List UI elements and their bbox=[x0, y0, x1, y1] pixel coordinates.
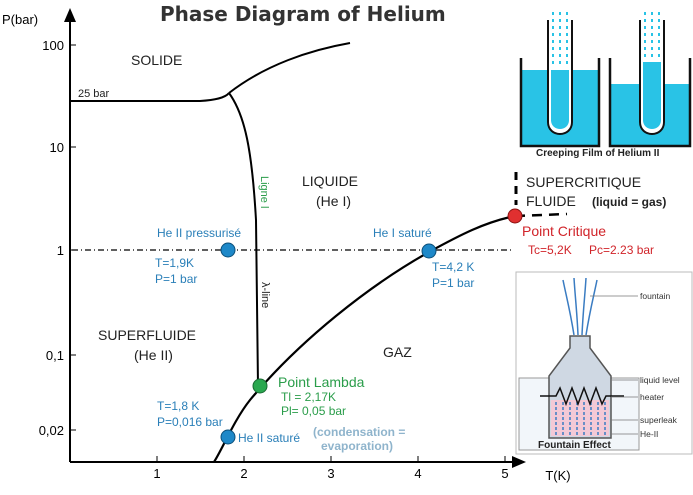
point-he2-saturated bbox=[220, 429, 236, 445]
heater-icon bbox=[540, 385, 624, 407]
label-lambda-t: Tl = 2,17K bbox=[281, 390, 336, 404]
label-liquid-level: liquid level bbox=[640, 375, 680, 385]
label-saturated-i-p: P=1 bar bbox=[432, 276, 474, 290]
region-gas: GAZ bbox=[383, 344, 412, 360]
label-pressurized-p: P=1 bar bbox=[155, 272, 197, 286]
lambda-line bbox=[228, 92, 259, 387]
label-he-ii: He-II bbox=[640, 429, 658, 439]
label-critical-pc: Pc=2.23 bar bbox=[589, 243, 654, 257]
x-tick-label: 2 bbox=[240, 466, 247, 481]
point-lambda bbox=[252, 378, 268, 394]
supercritical-dashed-line bbox=[514, 212, 568, 218]
region-superfluid-he2: (He II) bbox=[134, 347, 173, 363]
label-fountain: fountain bbox=[640, 291, 671, 301]
y-tick-label: 100 bbox=[42, 38, 64, 53]
region-supercritical: SUPERCRITIQUE bbox=[526, 174, 641, 190]
fountain-jet-icon bbox=[562, 279, 575, 336]
label-saturated-ii-name: He II saturé bbox=[238, 431, 300, 445]
y-tick-label: 1 bbox=[57, 243, 64, 258]
y-tick-label: 0,02 bbox=[39, 423, 64, 438]
y-tick-label: 0,1 bbox=[46, 348, 64, 363]
label-pressurized-t: T=1,9K bbox=[155, 256, 194, 270]
label-lambda-name: Point Lambda bbox=[278, 374, 365, 390]
x-tick-label: 1 bbox=[153, 466, 160, 481]
label-critical-tc: Tc=5,2K bbox=[528, 243, 572, 257]
label-saturated-i-t: T=4,2 K bbox=[432, 260, 474, 274]
label-saturated-ii-t: T=1,8 K bbox=[157, 399, 199, 413]
region-liquid: LIQUIDE bbox=[302, 173, 358, 189]
x-axis-label: T(K) bbox=[545, 468, 570, 483]
label-lambda-line: Ligne l bbox=[258, 176, 270, 208]
label-superleak: superleak bbox=[640, 415, 678, 425]
region-supercritical-note: (liquid = gas) bbox=[592, 195, 666, 209]
x-tick-label: 5 bbox=[501, 466, 508, 481]
region-solid: SOLIDE bbox=[131, 52, 182, 68]
inset-fountain-effect: fountain liquid level heater superleak H… bbox=[515, 271, 693, 455]
label-25bar: 25 bar bbox=[78, 88, 110, 100]
point-he1-saturated bbox=[421, 243, 437, 259]
annotation-condensation: (condensation = bbox=[313, 425, 405, 439]
x-tick-label: 4 bbox=[414, 466, 421, 481]
y-axis-label: P(bar) bbox=[2, 12, 38, 27]
caption-fountain-effect: Fountain Effect bbox=[538, 440, 611, 451]
region-liquid-he1: (He I) bbox=[316, 193, 351, 209]
label-pressurized-name: He II pressurisé bbox=[157, 226, 241, 240]
point-critical bbox=[507, 208, 523, 224]
vapor-pressure-curve bbox=[213, 214, 516, 463]
caption-creeping-film: Creeping Film of Helium II bbox=[536, 148, 660, 159]
diagram-title: Phase Diagram of Helium bbox=[160, 2, 446, 26]
label-critical-name: Point Critique bbox=[522, 223, 606, 239]
axes bbox=[64, 8, 526, 468]
y-tick-label: 10 bbox=[50, 140, 64, 155]
x-axis-arrow-icon bbox=[512, 456, 526, 468]
solid-boundary-25bar bbox=[70, 92, 230, 102]
annotation-evaporation: evaporation) bbox=[321, 439, 393, 453]
label-lambda-p: Pl= 0,05 bar bbox=[281, 404, 346, 418]
label-lambda-line-2: λ-line bbox=[259, 282, 271, 308]
label-heater: heater bbox=[640, 392, 664, 402]
melting-curve bbox=[228, 42, 351, 94]
x-tick-label: 3 bbox=[327, 466, 334, 481]
label-saturated-i-name: He I saturé bbox=[373, 226, 432, 240]
inset-creeping-film: Creeping Film of Helium II bbox=[518, 6, 692, 162]
region-superfluid: SUPERFLUIDE bbox=[98, 327, 196, 343]
y-axis-arrow-icon bbox=[64, 8, 76, 22]
region-supercritical-fluid: FLUIDE bbox=[526, 193, 576, 209]
point-he2-pressurized bbox=[220, 242, 236, 258]
label-saturated-ii-p: P=0,016 bar bbox=[157, 415, 223, 429]
